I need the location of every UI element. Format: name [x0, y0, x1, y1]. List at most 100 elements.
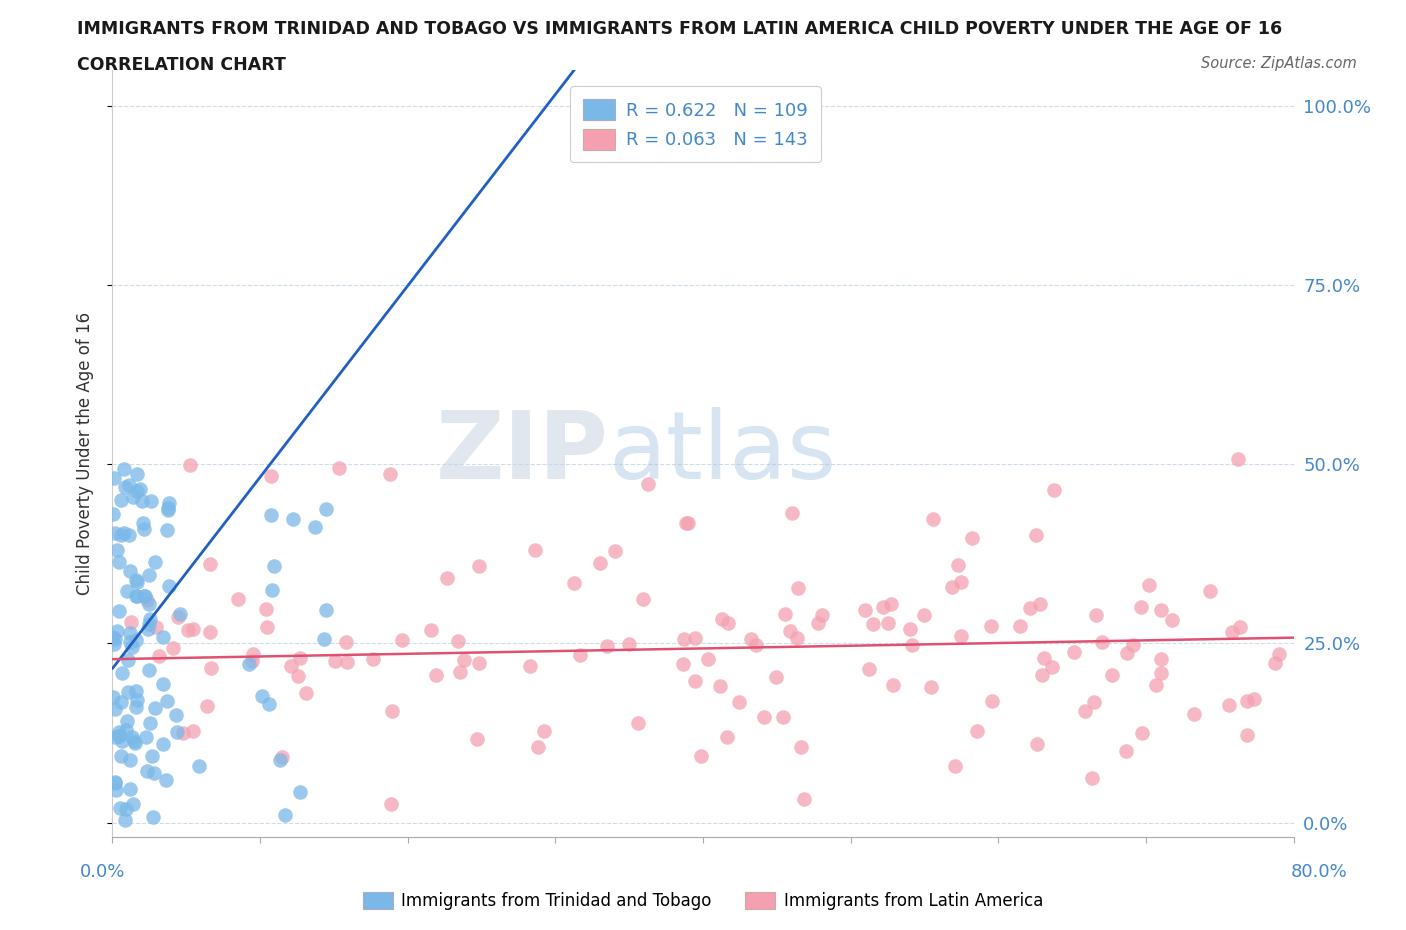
Immigrants from Trinidad and Tobago: [117, 653, 139, 668]
Text: Source: ZipAtlas.com: Source: ZipAtlas.com: [1201, 56, 1357, 71]
Immigrants from Trinidad and Tobago: [101, 630, 124, 644]
Immigrants from Latin America: [1101, 667, 1123, 682]
Immigrants from Trinidad and Tobago: [129, 482, 152, 497]
Immigrants from Latin America: [858, 661, 880, 676]
Immigrants from Latin America: [569, 647, 592, 662]
Immigrants from Latin America: [898, 622, 921, 637]
Immigrants from Latin America: [1236, 727, 1258, 742]
Immigrants from Latin America: [172, 725, 194, 740]
Immigrants from Trinidad and Tobago: [115, 584, 138, 599]
Immigrants from Trinidad and Tobago: [169, 607, 191, 622]
Immigrants from Trinidad and Tobago: [105, 542, 128, 557]
Immigrants from Trinidad and Tobago: [104, 775, 127, 790]
Immigrants from Trinidad and Tobago: [141, 749, 163, 764]
Immigrants from Latin America: [524, 542, 547, 557]
Immigrants from Trinidad and Tobago: [263, 559, 285, 574]
Immigrants from Trinidad and Tobago: [110, 527, 132, 542]
Immigrants from Trinidad and Tobago: [111, 666, 134, 681]
Immigrants from Trinidad and Tobago: [143, 554, 166, 569]
Immigrants from Latin America: [752, 710, 775, 724]
Immigrants from Trinidad and Tobago: [135, 730, 157, 745]
Immigrants from Trinidad and Tobago: [152, 676, 174, 691]
Immigrants from Latin America: [920, 680, 942, 695]
Immigrants from Latin America: [1150, 665, 1173, 680]
Immigrants from Latin America: [162, 640, 184, 655]
Immigrants from Trinidad and Tobago: [118, 477, 141, 492]
Immigrants from Latin America: [697, 652, 720, 667]
Immigrants from Latin America: [1218, 698, 1240, 713]
Immigrants from Latin America: [1161, 613, 1184, 628]
Immigrants from Trinidad and Tobago: [114, 802, 136, 817]
Immigrants from Latin America: [862, 617, 884, 631]
Immigrants from Trinidad and Tobago: [157, 500, 180, 515]
Immigrants from Latin America: [271, 750, 294, 764]
Immigrants from Latin America: [943, 759, 966, 774]
Immigrants from Latin America: [181, 622, 204, 637]
Immigrants from Trinidad and Tobago: [105, 623, 128, 638]
Immigrants from Trinidad and Tobago: [114, 813, 136, 828]
Immigrants from Trinidad and Tobago: [281, 512, 304, 526]
Immigrants from Latin America: [166, 609, 188, 624]
Immigrants from Latin America: [391, 632, 413, 647]
Immigrants from Trinidad and Tobago: [125, 589, 148, 604]
Immigrants from Latin America: [179, 458, 201, 472]
Immigrants from Latin America: [468, 559, 491, 574]
Immigrants from Trinidad and Tobago: [166, 724, 188, 739]
Immigrants from Latin America: [683, 631, 706, 645]
Immigrants from Trinidad and Tobago: [104, 525, 127, 540]
Immigrants from Latin America: [198, 624, 221, 639]
Immigrants from Trinidad and Tobago: [155, 772, 177, 787]
Immigrants from Latin America: [1243, 692, 1265, 707]
Immigrants from Trinidad and Tobago: [238, 657, 260, 671]
Immigrants from Latin America: [425, 668, 447, 683]
Immigrants from Latin America: [772, 710, 794, 724]
Immigrants from Latin America: [453, 653, 475, 668]
Text: 0.0%: 0.0%: [80, 863, 125, 881]
Immigrants from Latin America: [1144, 678, 1167, 693]
Immigrants from Latin America: [596, 639, 619, 654]
Immigrants from Latin America: [242, 653, 264, 668]
Immigrants from Trinidad and Tobago: [269, 752, 291, 767]
Immigrants from Latin America: [1220, 624, 1243, 639]
Immigrants from Trinidad and Tobago: [125, 693, 148, 708]
Immigrants from Trinidad and Tobago: [124, 699, 146, 714]
Immigrants from Latin America: [810, 608, 832, 623]
Immigrants from Trinidad and Tobago: [104, 701, 127, 716]
Immigrants from Trinidad and Tobago: [156, 503, 179, 518]
Immigrants from Latin America: [256, 619, 278, 634]
Immigrants from Trinidad and Tobago: [139, 715, 162, 730]
Immigrants from Trinidad and Tobago: [122, 489, 145, 504]
Immigrants from Latin America: [519, 658, 541, 673]
Immigrants from Latin America: [775, 607, 797, 622]
Immigrants from Latin America: [949, 575, 972, 590]
Immigrants from Trinidad and Tobago: [117, 684, 139, 699]
Immigrants from Latin America: [361, 651, 384, 666]
Immigrants from Latin America: [1019, 601, 1042, 616]
Immigrants from Trinidad and Tobago: [138, 662, 160, 677]
Immigrants from Trinidad and Tobago: [260, 582, 283, 597]
Immigrants from Trinidad and Tobago: [108, 725, 131, 740]
Immigrants from Trinidad and Tobago: [156, 523, 179, 538]
Immigrants from Latin America: [328, 461, 350, 476]
Immigrants from Trinidad and Tobago: [108, 555, 131, 570]
Immigrants from Latin America: [381, 703, 404, 718]
Immigrants from Latin America: [782, 506, 804, 521]
Immigrants from Trinidad and Tobago: [131, 494, 153, 509]
Immigrants from Latin America: [672, 657, 695, 671]
Immigrants from Latin America: [950, 629, 973, 644]
Immigrants from Latin America: [1115, 645, 1137, 660]
Immigrants from Latin America: [1236, 693, 1258, 708]
Immigrants from Latin America: [1043, 482, 1066, 497]
Immigrants from Latin America: [290, 650, 312, 665]
Immigrants from Latin America: [1130, 600, 1153, 615]
Immigrants from Latin America: [617, 637, 640, 652]
Immigrants from Trinidad and Tobago: [103, 690, 125, 705]
Immigrants from Latin America: [966, 724, 988, 738]
Immigrants from Trinidad and Tobago: [135, 764, 157, 778]
Immigrants from Latin America: [745, 638, 768, 653]
Immigrants from Trinidad and Tobago: [125, 572, 148, 587]
Immigrants from Latin America: [1122, 638, 1144, 653]
Immigrants from Latin America: [436, 571, 458, 586]
Immigrants from Latin America: [675, 515, 697, 530]
Immigrants from Latin America: [637, 476, 659, 491]
